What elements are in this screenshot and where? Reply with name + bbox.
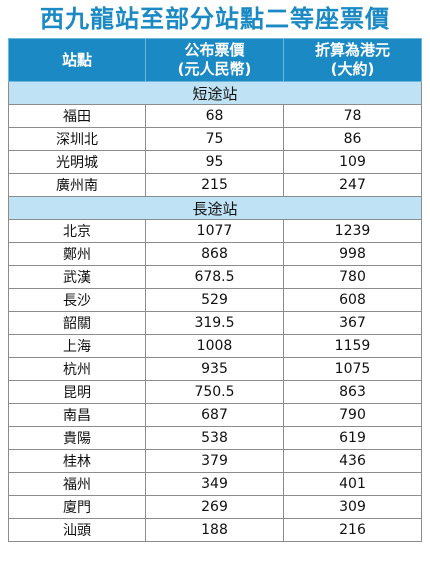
station-cell: 上海 [8, 334, 146, 358]
station-cell: 武漢 [8, 265, 146, 289]
station-cell: 汕頭 [8, 518, 146, 542]
hkd-price-cell: 1075 [283, 357, 422, 381]
rmb-price-cell: 379 [145, 449, 284, 473]
station-cell: 桂林 [8, 449, 146, 473]
rmb-price-cell: 1077 [145, 219, 284, 243]
section-label: 長途站 [8, 196, 422, 220]
hkd-price-cell: 998 [283, 242, 422, 266]
header-hkd-unit: (大約) [330, 60, 375, 78]
table-row: 鄭州 868 998 [8, 242, 422, 266]
rmb-price-cell: 68 [145, 104, 284, 128]
table-row: 廈門 269 309 [8, 495, 422, 519]
rmb-price-cell: 188 [145, 518, 284, 542]
hkd-price-cell: 86 [283, 127, 422, 151]
header-rmb-price: 公布票價 (元人民幣) [145, 38, 284, 82]
hkd-price-cell: 790 [283, 403, 422, 427]
header-hkd-price: 折算為港元 (大約) [283, 38, 422, 82]
hkd-price-cell: 309 [283, 495, 422, 519]
table-row: 深圳北 75 86 [8, 127, 422, 151]
station-cell: 深圳北 [8, 127, 146, 151]
hkd-price-cell: 436 [283, 449, 422, 473]
hkd-price-cell: 367 [283, 311, 422, 335]
hkd-price-cell: 216 [283, 518, 422, 542]
hkd-price-cell: 401 [283, 472, 422, 496]
station-cell: 福田 [8, 104, 146, 128]
station-cell: 福州 [8, 472, 146, 496]
page-title: 西九龍站至部分站點二等座票價 [40, 5, 390, 33]
table-header-row: 站點 公布票價 (元人民幣) 折算為港元 (大約) [8, 38, 422, 82]
rmb-price-cell: 349 [145, 472, 284, 496]
station-cell: 南昌 [8, 403, 146, 427]
station-cell: 長沙 [8, 288, 146, 312]
header-station: 站點 [8, 38, 146, 82]
rmb-price-cell: 678.5 [145, 265, 284, 289]
table-row: 廣州南 215 247 [8, 173, 422, 197]
station-cell: 廣州南 [8, 173, 146, 197]
table-body: 短途站 福田 68 78 深圳北 75 86 光明城 95 109 廣州南 215 247 長途站 北京 10… [8, 81, 422, 542]
table-row: 福田 68 78 [8, 104, 422, 128]
station-cell: 北京 [8, 219, 146, 243]
hkd-price-cell: 780 [283, 265, 422, 289]
table-row: 杭州 935 1075 [8, 357, 422, 381]
hkd-price-cell: 1159 [283, 334, 422, 358]
hkd-price-cell: 608 [283, 288, 422, 312]
station-cell: 鄭州 [8, 242, 146, 266]
rmb-price-cell: 319.5 [145, 311, 284, 335]
rmb-price-cell: 75 [145, 127, 284, 151]
rmb-price-cell: 935 [145, 357, 284, 381]
rmb-price-cell: 1008 [145, 334, 284, 358]
table-row: 北京 1077 1239 [8, 219, 422, 243]
rmb-price-cell: 215 [145, 173, 284, 197]
table-row: 光明城 95 109 [8, 150, 422, 174]
hkd-price-cell: 1239 [283, 219, 422, 243]
rmb-price-cell: 687 [145, 403, 284, 427]
station-cell: 光明城 [8, 150, 146, 174]
hkd-price-cell: 109 [283, 150, 422, 174]
fare-table: 站點 公布票價 (元人民幣) 折算為港元 (大約) 短途站 福田 68 78 深圳北 75… [8, 38, 422, 542]
hkd-price-cell: 78 [283, 104, 422, 128]
header-rmb-label: 公布票價 [184, 41, 245, 59]
section-row: 長途站 [8, 196, 422, 220]
header-rmb-unit: (元人民幣) [177, 60, 252, 78]
table-row: 貴陽 538 619 [8, 426, 422, 450]
hkd-price-cell: 247 [283, 173, 422, 197]
hkd-price-cell: 619 [283, 426, 422, 450]
rmb-price-cell: 269 [145, 495, 284, 519]
station-cell: 杭州 [8, 357, 146, 381]
rmb-price-cell: 868 [145, 242, 284, 266]
station-cell: 韶關 [8, 311, 146, 335]
hkd-price-cell: 863 [283, 380, 422, 404]
section-row: 短途站 [8, 81, 422, 105]
table-row: 汕頭 188 216 [8, 518, 422, 542]
rmb-price-cell: 529 [145, 288, 284, 312]
rmb-price-cell: 750.5 [145, 380, 284, 404]
header-hkd-label: 折算為港元 [314, 41, 390, 59]
station-cell: 廈門 [8, 495, 146, 519]
header-station-label: 站點 [61, 50, 92, 69]
section-label: 短途站 [8, 81, 422, 105]
table-row: 長沙 529 608 [8, 288, 422, 312]
table-row: 武漢 678.5 780 [8, 265, 422, 289]
table-row: 桂林 379 436 [8, 449, 422, 473]
table-row: 昆明 750.5 863 [8, 380, 422, 404]
table-row: 韶關 319.5 367 [8, 311, 422, 335]
rmb-price-cell: 538 [145, 426, 284, 450]
rmb-price-cell: 95 [145, 150, 284, 174]
table-row: 南昌 687 790 [8, 403, 422, 427]
table-row: 福州 349 401 [8, 472, 422, 496]
table-row: 上海 1008 1159 [8, 334, 422, 358]
station-cell: 貴陽 [8, 426, 146, 450]
station-cell: 昆明 [8, 380, 146, 404]
